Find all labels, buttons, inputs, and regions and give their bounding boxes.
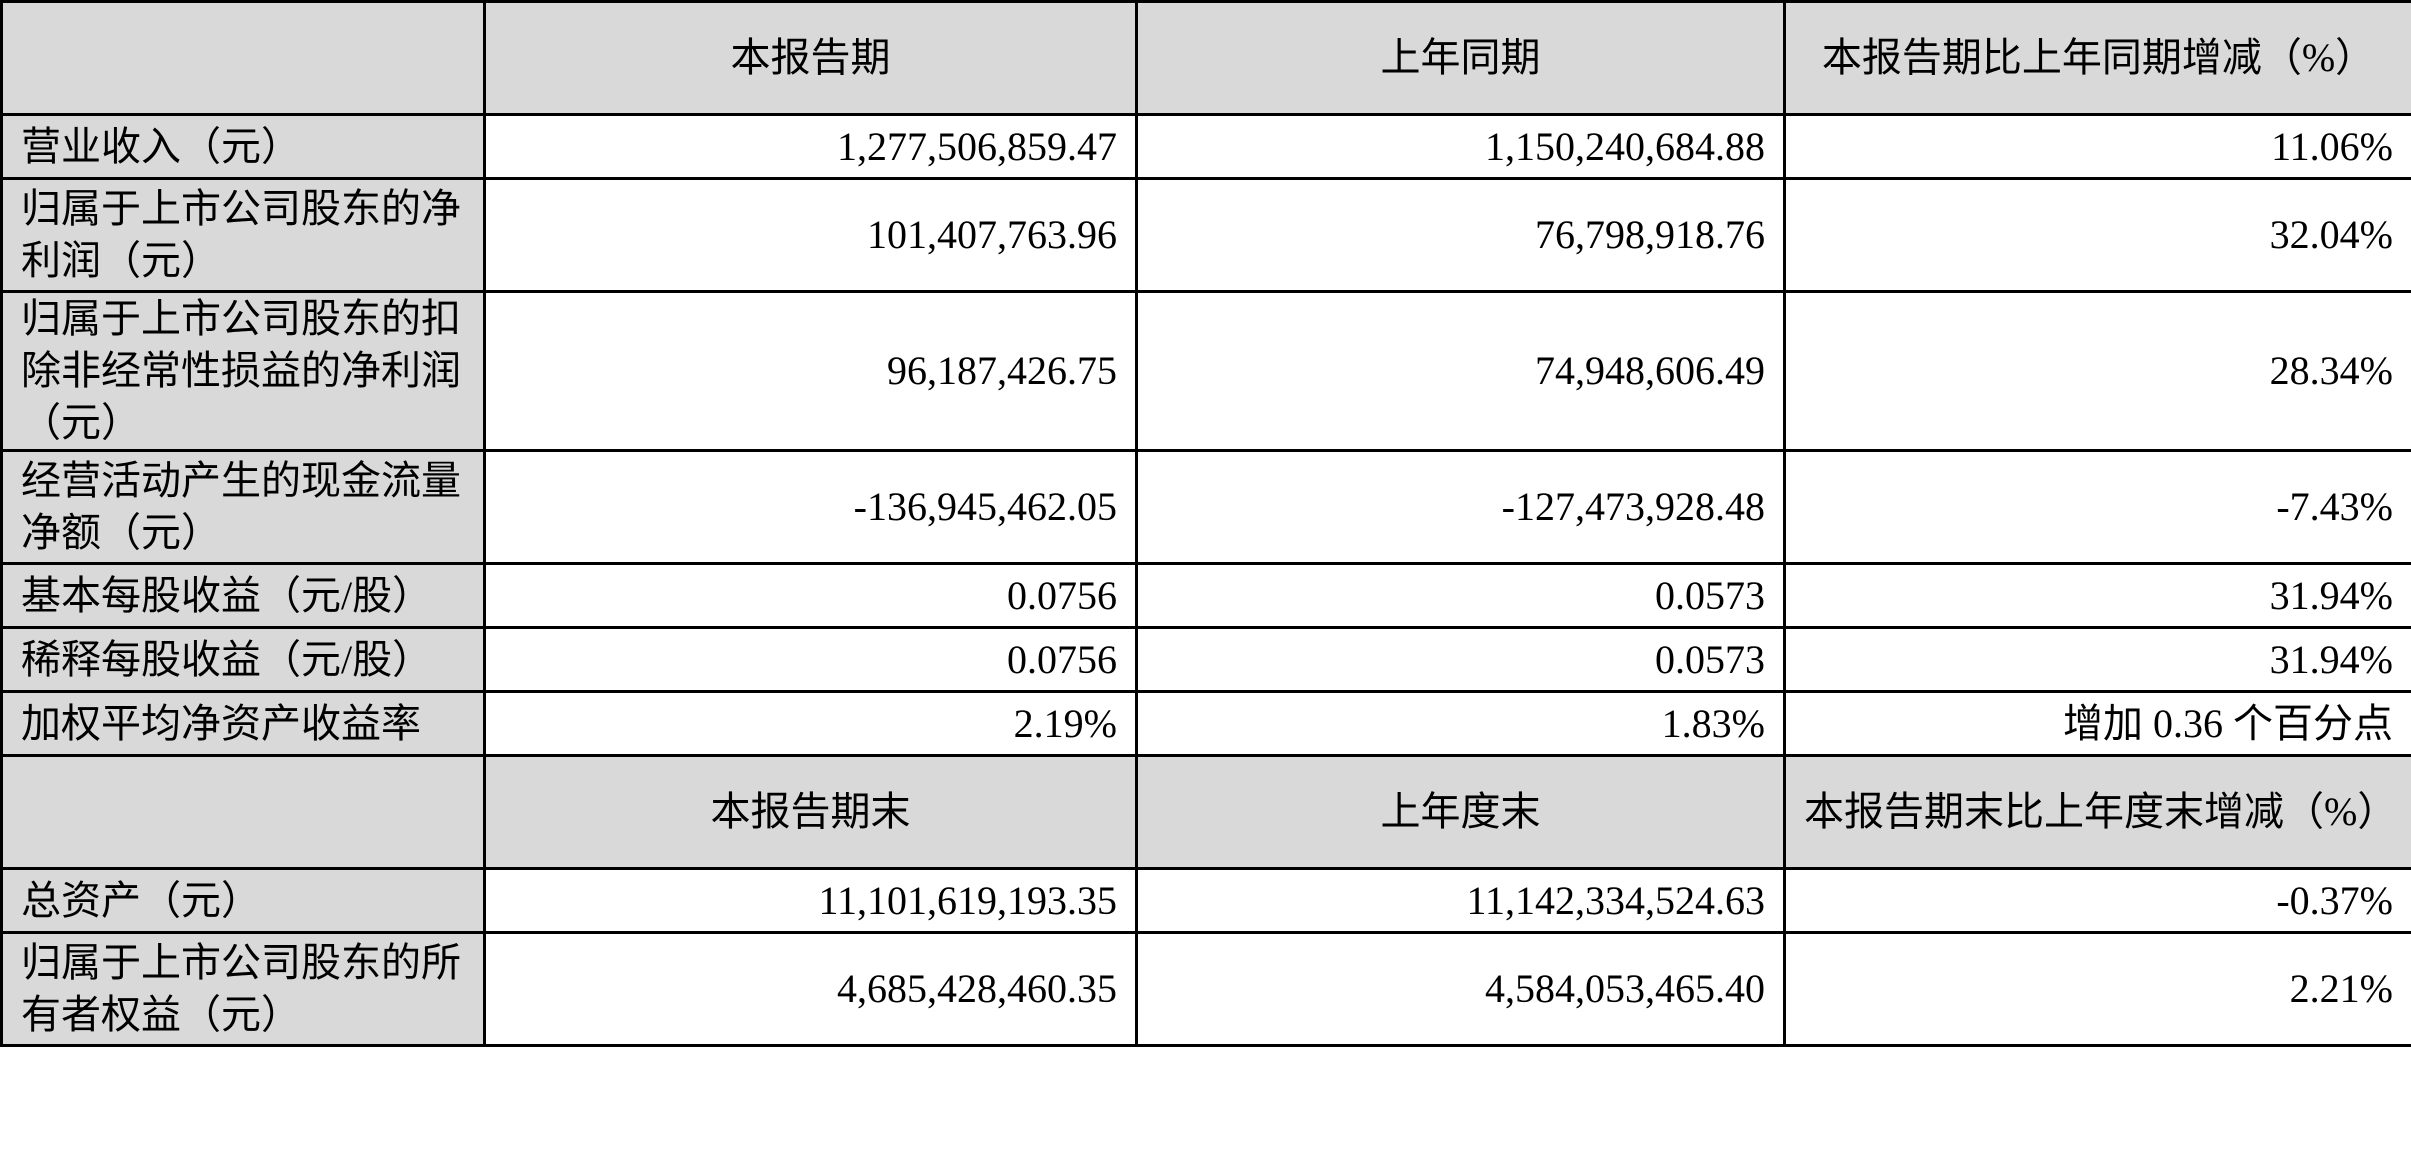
row-label-revenue: 营业收入（元）: [2, 115, 485, 179]
table-header-row-balance: 本报告期末 上年度末 本报告期末比上年度末增减（%）: [2, 756, 2411, 869]
row-label-diluted-eps: 稀释每股收益（元/股）: [2, 628, 485, 692]
table-header-row-period: 本报告期 上年同期 本报告期比上年同期增减（%）: [2, 2, 2411, 115]
financial-summary-table: 本报告期 上年同期 本报告期比上年同期增减（%） 营业收入（元） 1,277,5…: [0, 0, 2411, 1047]
row-label-op-cashflow: 经营活动产生的现金流量净额（元）: [2, 451, 485, 564]
hdr1-current-period: 本报告期: [485, 2, 1137, 115]
table-row: 加权平均净资产收益率 2.19% 1.83% 增加 0.36 个百分点: [2, 692, 2411, 756]
cell-value: 1,150,240,684.88: [1137, 115, 1785, 179]
row-label-net-profit: 归属于上市公司股东的净利润（元）: [2, 179, 485, 292]
cell-value: 76,798,918.76: [1137, 179, 1785, 292]
cell-value: 4,584,053,465.40: [1137, 933, 1785, 1046]
cell-value: 4,685,428,460.35: [485, 933, 1137, 1046]
row-label-equity: 归属于上市公司股东的所有者权益（元）: [2, 933, 485, 1046]
table-row: 归属于上市公司股东的所有者权益（元） 4,685,428,460.35 4,58…: [2, 933, 2411, 1046]
hdr1-blank: [2, 2, 485, 115]
cell-value: 31.94%: [1785, 628, 2411, 692]
row-label-net-profit-ex: 归属于上市公司股东的扣除非经常性损益的净利润（元）: [2, 292, 485, 451]
cell-value: 1,277,506,859.47: [485, 115, 1137, 179]
row-label-total-assets: 总资产（元）: [2, 869, 485, 933]
cell-value: 32.04%: [1785, 179, 2411, 292]
row-label-basic-eps: 基本每股收益（元/股）: [2, 564, 485, 628]
cell-value: -7.43%: [1785, 451, 2411, 564]
cell-value: -136,945,462.05: [485, 451, 1137, 564]
cell-value: 2.21%: [1785, 933, 2411, 1046]
hdr1-prior-period: 上年同期: [1137, 2, 1785, 115]
cell-value: 101,407,763.96: [485, 179, 1137, 292]
cell-value: 11,142,334,524.63: [1137, 869, 1785, 933]
cell-value: 0.0756: [485, 564, 1137, 628]
cell-value: 28.34%: [1785, 292, 2411, 451]
table-row: 归属于上市公司股东的扣除非经常性损益的净利润（元） 96,187,426.75 …: [2, 292, 2411, 451]
cell-value: 74,948,606.49: [1137, 292, 1785, 451]
cell-value: -127,473,928.48: [1137, 451, 1785, 564]
table-row: 总资产（元） 11,101,619,193.35 11,142,334,524.…: [2, 869, 2411, 933]
cell-value: 1.83%: [1137, 692, 1785, 756]
cell-value: 0.0756: [485, 628, 1137, 692]
hdr2-change-pct: 本报告期末比上年度末增减（%）: [1785, 756, 2411, 869]
row-label-roe: 加权平均净资产收益率: [2, 692, 485, 756]
table-row: 稀释每股收益（元/股） 0.0756 0.0573 31.94%: [2, 628, 2411, 692]
cell-value: 增加 0.36 个百分点: [1785, 692, 2411, 756]
cell-value: 96,187,426.75: [485, 292, 1137, 451]
table-row: 经营活动产生的现金流量净额（元） -136,945,462.05 -127,47…: [2, 451, 2411, 564]
table-row: 归属于上市公司股东的净利润（元） 101,407,763.96 76,798,9…: [2, 179, 2411, 292]
table-row: 基本每股收益（元/股） 0.0756 0.0573 31.94%: [2, 564, 2411, 628]
hdr2-blank: [2, 756, 485, 869]
cell-value: 11.06%: [1785, 115, 2411, 179]
table-row: 营业收入（元） 1,277,506,859.47 1,150,240,684.8…: [2, 115, 2411, 179]
hdr2-period-end: 本报告期末: [485, 756, 1137, 869]
hdr1-change-pct: 本报告期比上年同期增减（%）: [1785, 2, 2411, 115]
cell-value: 0.0573: [1137, 628, 1785, 692]
cell-value: -0.37%: [1785, 869, 2411, 933]
cell-value: 2.19%: [485, 692, 1137, 756]
cell-value: 31.94%: [1785, 564, 2411, 628]
cell-value: 0.0573: [1137, 564, 1785, 628]
cell-value: 11,101,619,193.35: [485, 869, 1137, 933]
hdr2-prior-year-end: 上年度末: [1137, 756, 1785, 869]
